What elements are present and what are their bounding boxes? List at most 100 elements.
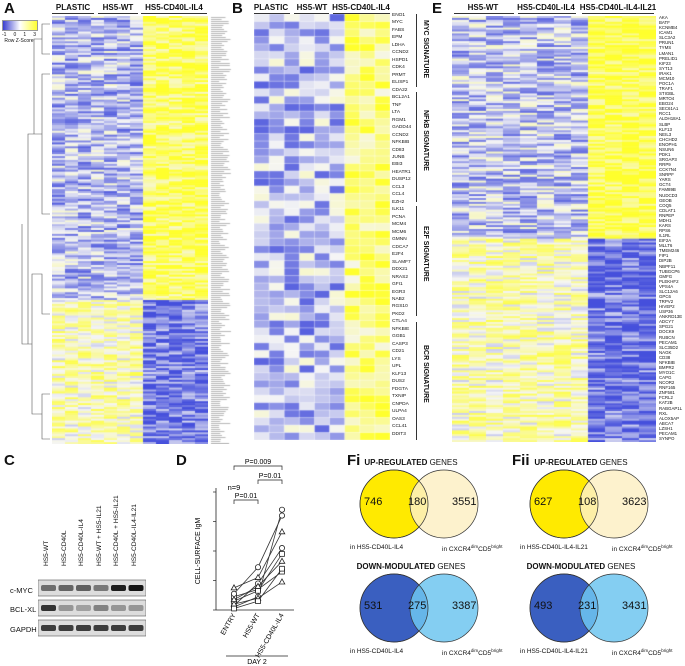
gene-label: E2F4 <box>392 252 404 258</box>
venn-fii_up: UP-REGULATED GENES 627 108 3623 in HS5-C… <box>516 456 684 558</box>
d-sig-bracket <box>233 465 283 470</box>
gene-label: NFKBIE <box>392 326 410 332</box>
panel-label-fii: Fii <box>512 452 530 469</box>
gene-label: CNPDA <box>392 401 409 407</box>
gene-label: PECAM1 <box>659 430 678 436</box>
d-point <box>278 528 286 535</box>
gene-label: HSPD1 <box>392 57 408 63</box>
b-gene-list: ENO1 MYC FABS EPM LDHA CCND2 HSPD1 CDK4 PRMT ELIS… <box>391 13 417 440</box>
gene-label: NCOR2 <box>659 380 675 386</box>
gene-label: DUS2 <box>392 379 405 385</box>
gene-label: POC1A <box>659 80 674 86</box>
gene-label: UPL <box>392 364 402 370</box>
gene-label: GMFG <box>659 273 673 279</box>
gene-label: BCL2A1 <box>392 95 410 101</box>
gene-label: SLC3A2 <box>659 35 676 41</box>
venn-left-count: 493 <box>534 600 553 612</box>
d-point <box>278 578 286 585</box>
gene-label: ALDH18A1 <box>659 116 681 122</box>
gene-label: ALOX5AP <box>659 415 680 421</box>
c-blot-strip <box>38 599 146 617</box>
gene-label: SLAMF7 <box>392 259 411 265</box>
venn-left-count: 746 <box>364 496 383 508</box>
gene-label: ANKRD13E <box>659 314 683 320</box>
gene-label: EBI3 <box>392 162 403 168</box>
panel-e: HS5-WT HS5-CD40L-IL4 HS5-CD40L-IL4-IL21 … <box>432 0 685 445</box>
gene-label: CCL41 <box>392 424 407 430</box>
d-point <box>255 588 261 594</box>
gene-label: SLBP <box>659 121 671 127</box>
gene-label: MCM6 <box>392 229 407 235</box>
venn-title: DOWN-MODULATED GENES <box>356 562 466 571</box>
c-blot-band <box>93 585 109 591</box>
gene-label: SLC12A6 <box>659 288 678 294</box>
d-sig-bracket <box>233 499 259 504</box>
a-color-key: -1 0 1 3 Row Z-Score <box>2 20 38 50</box>
d-sig-label: P=0.01 <box>259 473 281 480</box>
gene-label: ABCA7 <box>659 420 674 426</box>
c-blot-band <box>58 625 74 631</box>
gene-label: MYO1C <box>659 370 675 375</box>
c-blot-band <box>76 605 91 611</box>
gene-label: MYC <box>392 20 403 26</box>
gene-label: TRPV2 <box>659 299 674 304</box>
gene-label: CCND2 <box>392 50 409 56</box>
d-point <box>231 605 237 612</box>
gene-label: PRUN1 <box>659 40 674 46</box>
gene-label: CTLA4 <box>392 319 407 325</box>
e-group-hs5wt: HS5-WT <box>467 3 499 12</box>
gene-label: NAGK <box>659 349 672 355</box>
d-sig-label: P=0.009 <box>245 459 271 466</box>
gene-label: KIF23 <box>659 60 671 66</box>
d-sig-label: P=0.01 <box>235 493 257 500</box>
gene-label: NFKBIB <box>392 140 410 146</box>
venn-mid-count: 275 <box>408 600 427 612</box>
venn-circles <box>529 469 649 539</box>
c-lane-label: HS5-CD40L-IL4 <box>78 519 85 566</box>
gene-label: RCC1 <box>659 111 671 117</box>
gene-label: GPC6 <box>659 293 671 299</box>
gene-label: PRMT <box>392 72 406 78</box>
d-point <box>254 582 262 589</box>
gene-label: CHCHD2 <box>659 136 678 142</box>
gene-label: ELISP1 <box>392 80 409 86</box>
c-protein-gapdh: GAPDH <box>10 625 37 634</box>
b-group-plastic: PLASTIC <box>253 3 289 12</box>
c-blot-band <box>111 605 126 611</box>
gene-label: CD38 <box>659 354 671 360</box>
gene-label: CDLAT1 <box>659 207 676 213</box>
gene-label: GGB1 <box>392 334 406 340</box>
venn-mid-count: 231 <box>578 600 597 612</box>
a-key-tick: 1 <box>23 32 27 38</box>
venn-fii_down: DOWN-MODULATED GENES 493 231 3431 in HS5… <box>516 560 684 662</box>
c-blot-band <box>111 585 126 591</box>
gene-label: BATF <box>659 20 670 26</box>
gene-label: SPG21 <box>659 324 674 330</box>
c-blot-strip <box>38 579 146 597</box>
c-blot-band <box>128 585 144 591</box>
a-color-key-gradient <box>2 20 38 31</box>
a-group-plastic: PLASTIC <box>55 3 91 12</box>
venn-right-circle <box>409 469 479 539</box>
gene-label: ENOPH1 <box>659 141 678 147</box>
venn-title: UP-REGULATED GENES <box>534 458 628 467</box>
gene-label: KCNMB4 <box>659 25 678 31</box>
a-heatmap <box>52 16 208 444</box>
gene-label: SYNPO <box>659 435 675 441</box>
d-x-tick-label: ENTRY <box>220 612 238 636</box>
gene-label: FCRL2 <box>659 395 673 401</box>
gene-label: NEIL3 <box>659 131 672 137</box>
gene-label: EZH2 <box>392 199 405 205</box>
gene-label: MDH1 <box>659 217 672 223</box>
d-n-label: n=9 <box>228 483 241 492</box>
c-blot-band <box>128 625 144 631</box>
d-x-tick-label: HS5-WT <box>242 612 262 639</box>
d-point <box>254 573 262 580</box>
e-heatmap <box>452 16 656 442</box>
gene-label: DUSP12 <box>392 177 411 183</box>
venn-circles <box>529 573 649 643</box>
venn-right-circle <box>579 469 649 539</box>
b-bcr-signature: BCR SIGNATURE <box>422 345 429 403</box>
c-lane-label: HS5-CD40L + HS5-IL21 <box>113 495 120 566</box>
c-lane-label: HS5-WT <box>43 540 50 566</box>
